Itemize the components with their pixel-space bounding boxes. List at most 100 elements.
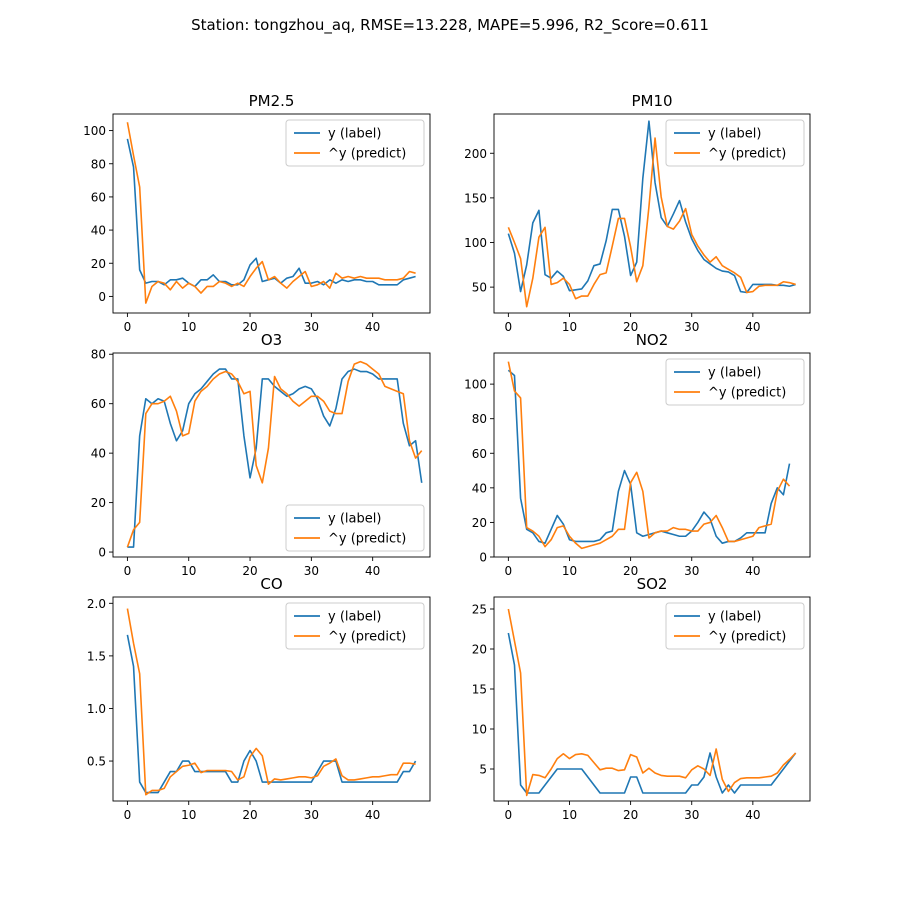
y-tick-label: 2.0 <box>87 597 106 611</box>
series-line-y-label-pm10 <box>507 120 796 294</box>
x-tick-label: 0 <box>124 320 132 334</box>
legend-label-y-predict: ^y (predict) <box>708 386 786 401</box>
series-line-y-label-so2 <box>507 632 797 794</box>
x-tick-label: 0 <box>505 320 513 334</box>
legend-label-y-predict: ^y (predict) <box>328 630 406 645</box>
panel-title-co: CO <box>260 575 282 593</box>
y-tick-label: 60 <box>91 397 106 411</box>
x-tick-label: 40 <box>745 564 760 578</box>
x-tick-label: 40 <box>365 564 380 578</box>
x-tick-label: 20 <box>242 808 257 822</box>
y-tick-label: 20 <box>472 516 487 530</box>
y-tick-label: 0.5 <box>87 755 106 769</box>
legend-box <box>665 119 805 167</box>
legend-label-y-label: y (label) <box>708 366 761 381</box>
x-tick-label: 0 <box>124 808 132 822</box>
legend-label-y-label: y (label) <box>708 127 761 142</box>
x-tick-label: 30 <box>684 808 699 822</box>
y-tick-label: 100 <box>464 236 487 250</box>
x-tick-label: 10 <box>562 320 577 334</box>
legend-label-y-label: y (label) <box>328 610 381 625</box>
legend-label-y-label: y (label) <box>708 610 761 625</box>
legend-box <box>285 119 425 167</box>
y-tick-label: 40 <box>472 481 487 495</box>
y-tick-label: 10 <box>472 723 487 737</box>
x-tick-label: 10 <box>562 808 577 822</box>
y-tick-label: 80 <box>472 412 487 426</box>
series-line-y-predict-co <box>126 608 416 796</box>
x-tick-label: 30 <box>304 808 319 822</box>
series-line-y-predict-so2 <box>507 608 797 797</box>
y-tick-label: 25 <box>472 603 487 617</box>
legend-box <box>285 504 425 552</box>
legend-box <box>665 358 805 406</box>
panel-so2: SO2 0 10 20 30 40 5 10 15 20 25 y (label) ^y (predic… <box>472 575 811 822</box>
plot-frame-pm10 <box>493 113 811 314</box>
legend-label-y-predict: ^y (predict) <box>708 147 786 162</box>
panel-title-no2: NO2 <box>636 331 669 349</box>
figure-suptitle: Station: tongzhou_aq, RMSE=13.228, MAPE=… <box>191 16 709 35</box>
legend-o3: y (label) ^y (predict) <box>285 504 425 552</box>
legend-co: y (label) ^y (predict) <box>285 602 425 650</box>
plot-frame-so2 <box>493 596 811 802</box>
x-tick-label: 0 <box>124 564 132 578</box>
legend-pm10: y (label) ^y (predict) <box>665 119 805 167</box>
legend-pm2-5: y (label) ^y (predict) <box>285 119 425 167</box>
x-tick-label: 40 <box>745 320 760 334</box>
x-tick-label: 20 <box>623 564 638 578</box>
x-tick-label: 30 <box>304 564 319 578</box>
y-tick-label: 0 <box>98 290 106 304</box>
legend-so2: y (label) ^y (predict) <box>665 602 805 650</box>
x-tick-label: 20 <box>242 564 257 578</box>
x-tick-label: 40 <box>745 808 760 822</box>
legend-label-y-label: y (label) <box>328 512 381 527</box>
legend-label-y-label: y (label) <box>328 127 381 142</box>
panel-o3: O3 0 10 20 30 40 0 20 40 60 80 y (label) ^y (predict… <box>91 331 431 578</box>
x-tick-label: 0 <box>505 808 513 822</box>
y-tick-label: 20 <box>472 643 487 657</box>
legend-label-y-predict: ^y (predict) <box>328 532 406 547</box>
legend-no2: y (label) ^y (predict) <box>665 358 805 406</box>
panel-title-pm2-5: PM2.5 <box>249 92 295 110</box>
y-tick-label: 60 <box>472 447 487 461</box>
y-tick-label: 200 <box>464 147 487 161</box>
panel-pm2-5: PM2.5 0 10 20 30 40 0 20 40 60 80 100 y (label) ^y (p… <box>83 92 431 334</box>
series-line-y-label-o3 <box>127 368 423 548</box>
y-tick-label: 20 <box>91 496 106 510</box>
x-tick-label: 20 <box>242 320 257 334</box>
y-tick-label: 20 <box>91 257 106 271</box>
y-tick-label: 60 <box>91 190 106 204</box>
y-tick-label: 40 <box>91 224 106 238</box>
x-tick-label: 20 <box>623 808 638 822</box>
y-tick-label: 40 <box>91 447 106 461</box>
panel-co: CO 0 10 20 30 40 0.5 1.0 1.5 2.0 y (label) ^y (pred… <box>87 575 431 822</box>
y-tick-label: 100 <box>464 378 487 392</box>
panel-title-so2: SO2 <box>637 575 668 593</box>
panel-title-pm10: PM10 <box>631 92 672 110</box>
x-tick-label: 0 <box>505 564 513 578</box>
plot-frame-co <box>112 596 431 802</box>
x-tick-label: 30 <box>684 320 699 334</box>
panel-title-o3: O3 <box>261 331 282 349</box>
panel-pm10: PM10 0 10 20 30 40 50 100 150 200 y (label) ^y (pre… <box>464 92 811 334</box>
y-tick-label: 150 <box>464 191 487 205</box>
series-line-y-predict-no2 <box>507 361 791 550</box>
y-tick-label: 15 <box>472 683 487 697</box>
y-tick-label: 100 <box>83 124 106 138</box>
legend-label-y-predict: ^y (predict) <box>708 630 786 645</box>
y-tick-label: 0 <box>98 546 106 560</box>
panel-no2: NO2 0 10 20 30 40 0 20 40 60 80 100 y (label) ^y (pre… <box>464 331 811 578</box>
x-tick-label: 10 <box>181 320 196 334</box>
x-tick-label: 10 <box>562 564 577 578</box>
x-tick-label: 10 <box>181 808 196 822</box>
x-tick-label: 10 <box>181 564 196 578</box>
legend-box <box>665 602 805 650</box>
series-line-y-predict-pm10 <box>507 137 796 308</box>
plot-frame-pm2-5 <box>112 113 431 314</box>
y-tick-label: 50 <box>472 281 487 295</box>
series-line-y-predict-o3 <box>126 360 423 548</box>
y-tick-label: 1.0 <box>87 702 106 716</box>
x-tick-label: 40 <box>365 320 380 334</box>
